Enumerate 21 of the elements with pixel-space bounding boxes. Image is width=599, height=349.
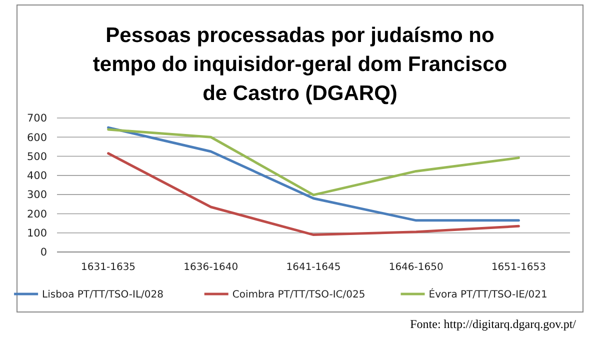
y-tick-label: 700 <box>26 112 47 125</box>
x-tick-label: 1651-1653 <box>491 262 546 273</box>
line-series <box>107 152 520 236</box>
chart-title: Pessoas processadas por judaísmo no tempo do inquisidor-geral dom Francisco de Castro (DGARQ) <box>92 24 508 105</box>
x-tick-label: 1636-1640 <box>184 262 238 273</box>
source-note: Fonte: http://digitarq.dgarq.gov.pt/ <box>410 317 577 331</box>
x-tick-label: 1631-1635 <box>81 262 136 273</box>
y-tick-label: 400 <box>26 170 47 182</box>
y-tick-label: 600 <box>26 132 47 144</box>
legend-label: Évora PT/TT/TSO-IE/021 <box>428 288 548 300</box>
line-series <box>107 128 520 196</box>
y-tick-label: 0 <box>40 246 47 259</box>
legend-label: Coimbra PT/TT/TSO-IC/025 <box>232 290 366 300</box>
y-tick-label: 500 <box>26 150 47 163</box>
line-series <box>107 126 520 222</box>
x-tick-label: 1646-1650 <box>388 262 444 273</box>
legend-label: Lisboa PT/TT/TSO-IL/028 <box>42 290 164 300</box>
x-tick-label: 1641-1645 <box>286 262 341 273</box>
y-tick-label: 100 <box>26 228 47 240</box>
y-tick-label: 300 <box>26 189 47 202</box>
y-tick-label: 200 <box>26 208 47 220</box>
